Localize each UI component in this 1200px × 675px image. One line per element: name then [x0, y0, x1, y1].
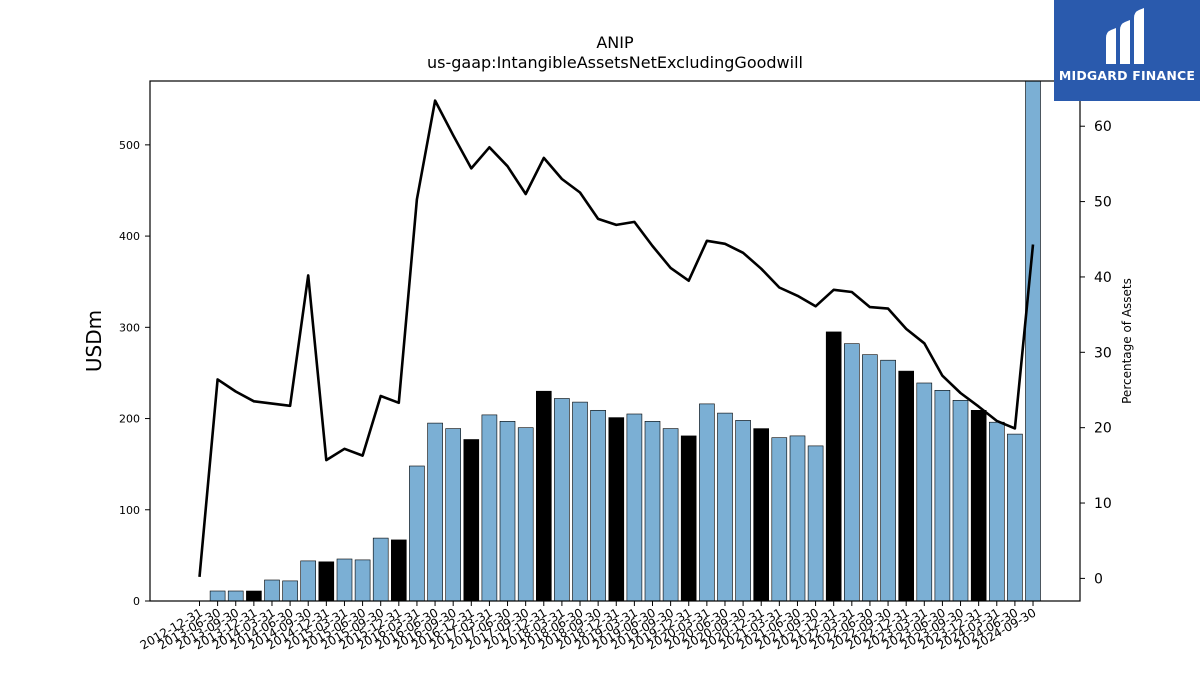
bar-2023-06-30	[934, 389, 951, 602]
y-tick-label: 100	[119, 504, 140, 517]
bar-2015-12-31	[390, 539, 407, 602]
bar-2022-06-30	[862, 354, 878, 602]
bar-2014-06-30	[282, 580, 298, 602]
bar-2017-09-30	[517, 427, 534, 602]
bar-2023-09-30	[952, 399, 969, 602]
chart-title: ANIP	[596, 33, 634, 52]
bar-2014-09-30	[300, 560, 317, 602]
y2-tick-label: 50	[1094, 195, 1112, 211]
bar-2022-03-31	[843, 343, 860, 602]
y-tick-label: 300	[119, 321, 140, 334]
axes: 010020030040050001020304050602012-12-312…	[119, 80, 1112, 652]
bar-2016-12-31	[463, 439, 480, 602]
bar-2024-03-31	[988, 421, 1005, 602]
y2-tick-label: 60	[1094, 119, 1112, 135]
bar-2021-03-31	[771, 437, 788, 602]
bar-2017-12-31	[535, 390, 552, 602]
y-tick-label: 0	[133, 595, 140, 608]
y2-tick-label: 40	[1094, 270, 1112, 286]
bar-2024-09-30	[1025, 80, 1041, 602]
bar-2017-06-30	[499, 420, 516, 602]
brand-name: MIDGARD FINANCE	[1058, 68, 1196, 83]
bar-2013-12-31	[246, 590, 262, 602]
bar-series	[209, 80, 1041, 602]
bar-2018-06-30	[572, 401, 588, 602]
bar-2020-03-31	[699, 403, 715, 602]
bar-2020-06-30	[717, 412, 733, 602]
bar-2020-09-30	[735, 420, 751, 602]
bar-2013-09-30	[227, 590, 244, 602]
bar-2014-12-31	[318, 561, 335, 602]
bar-2018-12-31	[608, 417, 625, 602]
chart-subtitle: us-gaap:IntangibleAssetsNetExcludingGood…	[427, 53, 803, 72]
bar-2018-03-31	[554, 398, 570, 602]
y2-tick-label: 0	[1094, 571, 1103, 587]
bar-2017-03-31	[481, 414, 498, 602]
line-series	[198, 99, 1035, 578]
bar-2021-06-30	[789, 435, 806, 602]
bar-2019-09-30	[662, 428, 679, 602]
bar-2018-09-30	[590, 409, 606, 602]
bar-2015-06-30	[354, 559, 371, 602]
bar-2016-09-30	[445, 428, 462, 602]
bar-2016-03-31	[409, 465, 425, 602]
y-tick-label: 400	[119, 230, 140, 243]
percentage-line	[198, 99, 1035, 578]
y2-tick-label: 20	[1094, 421, 1112, 437]
bar-2013-06-30	[209, 590, 226, 602]
bar-2019-06-30	[644, 420, 661, 602]
bar-2023-12-31	[970, 409, 987, 602]
y-axis-label: USDm	[82, 310, 106, 372]
y-tick-label: 500	[119, 139, 140, 152]
y2-tick-label: 10	[1094, 496, 1112, 512]
bar-2023-03-31	[916, 382, 933, 602]
y-tick-label: 200	[119, 413, 140, 426]
bar-2014-03-31	[264, 579, 280, 602]
bar-2015-03-31	[336, 558, 353, 602]
bar-2019-03-31	[626, 413, 643, 602]
bar-2019-12-31	[680, 435, 697, 602]
bar-2022-09-30	[880, 359, 896, 602]
bar-2021-12-31	[825, 331, 842, 602]
y2-axis-label: Percentage of Assets	[1120, 278, 1134, 404]
bar-2022-12-31	[898, 370, 915, 602]
bar-2024-06-30	[1007, 433, 1023, 602]
brand-logo: MIDGARD FINANCE	[1054, 0, 1200, 101]
plot-frame	[149, 80, 1081, 602]
bar-2020-12-31	[753, 428, 770, 602]
bar-2021-09-30	[807, 445, 824, 602]
bar-2016-06-30	[427, 422, 443, 602]
logo-mark-icon	[1106, 8, 1144, 64]
bar-2015-09-30	[372, 537, 389, 602]
y2-tick-label: 30	[1094, 345, 1112, 361]
